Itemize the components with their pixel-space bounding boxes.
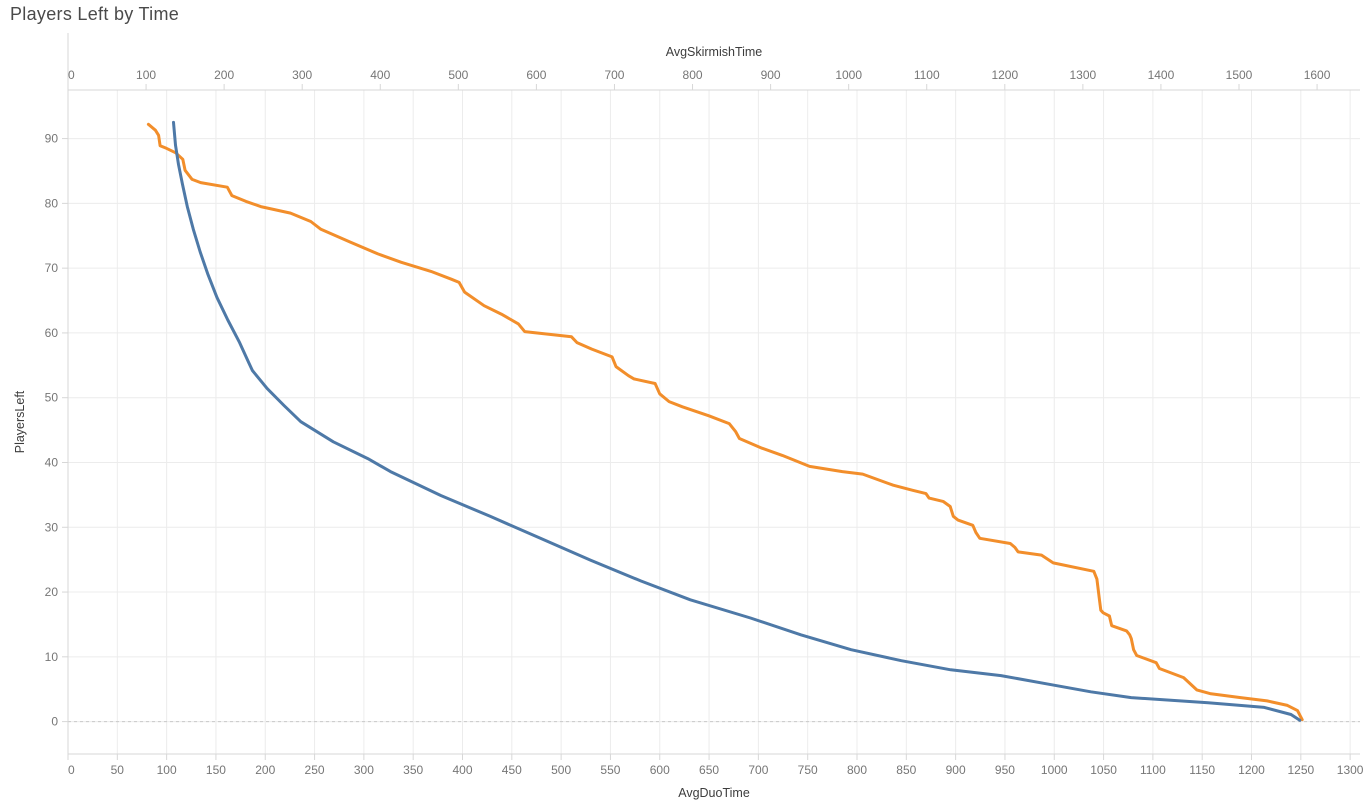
top-axis-tick-label: 1100	[914, 68, 940, 82]
bottom-axis-tick-label: 1300	[1337, 763, 1364, 777]
bottom-axis-tick-label: 250	[305, 763, 325, 777]
chart-title: Players Left by Time	[10, 4, 180, 24]
y-axis-tick-label: 20	[45, 585, 59, 599]
top-axis-tick-label: 700	[604, 68, 624, 82]
bottom-axis-tick-label: 400	[452, 763, 472, 777]
top-axis-tick-label: 1600	[1304, 68, 1331, 82]
bottom-axis-tick-label: 1250	[1287, 763, 1314, 777]
bottom-axis-tick-label: 50	[111, 763, 125, 777]
y-axis-tick-label: 90	[45, 132, 59, 146]
y-axis-tick-label: 0	[51, 715, 58, 729]
bottom-axis-tick-label: 1150	[1189, 763, 1215, 777]
bottom-axis-tick-label: 900	[946, 763, 966, 777]
top-axis-tick-label: 900	[761, 68, 781, 82]
bottom-axis-tick-label: 1000	[1041, 763, 1068, 777]
top-axis-tick-label: 200	[214, 68, 234, 82]
top-axis-tick-label: 100	[136, 68, 156, 82]
y-axis-tick-label: 50	[45, 391, 59, 405]
bottom-axis-tick-label: 650	[699, 763, 719, 777]
bottom-axis-tick-label: 300	[354, 763, 374, 777]
bottom-axis-tick-label: 750	[798, 763, 818, 777]
bottom-axis-tick-label: 0	[68, 763, 75, 777]
top-axis-tick-label: 1500	[1226, 68, 1253, 82]
bottom-axis-tick-label: 550	[600, 763, 620, 777]
bottom-axis-tick-label: 1100	[1140, 763, 1166, 777]
bottom-axis-tick-label: 950	[995, 763, 1015, 777]
bottom-axis-tick-label: 350	[403, 763, 423, 777]
top-axis-tick-label: 500	[448, 68, 468, 82]
bottom-axis-tick-label: 150	[206, 763, 226, 777]
y-axis-tick-label: 10	[45, 650, 59, 664]
bottom-axis-tick-label: 450	[502, 763, 522, 777]
bottom-axis-tick-label: 850	[896, 763, 916, 777]
y-axis-tick-label: 70	[45, 261, 59, 275]
bottom-axis-tick-label: 700	[748, 763, 768, 777]
bottom-axis-title: AvgDuoTime	[678, 786, 750, 800]
skirmish-series-line[interactable]	[146, 122, 1304, 722]
top-axis-tick-label: 0	[68, 68, 75, 82]
top-axis-tick-label: 400	[370, 68, 390, 82]
top-axis-tick-label: 800	[683, 68, 703, 82]
y-axis-tick-label: 60	[45, 326, 59, 340]
y-axis-tick-label: 40	[45, 455, 59, 469]
bottom-axis-tick-label: 1050	[1090, 763, 1117, 777]
top-axis-tick-label: 1300	[1070, 68, 1097, 82]
top-axis-tick-label: 1200	[991, 68, 1018, 82]
top-axis-tick-label: 600	[526, 68, 546, 82]
y-axis-tick-label: 30	[45, 520, 59, 534]
bottom-axis-tick-label: 600	[650, 763, 670, 777]
bottom-axis-tick-label: 500	[551, 763, 571, 777]
bottom-axis-tick-label: 200	[255, 763, 275, 777]
top-axis-title: AvgSkirmishTime	[665, 45, 763, 59]
bottom-axis-tick-label: 100	[157, 763, 177, 777]
bottom-axis-tick-label: 1200	[1238, 763, 1265, 777]
top-axis-tick-label: 1000	[835, 68, 862, 82]
top-axis-tick-label: 1400	[1148, 68, 1175, 82]
y-axis-tick-label: 80	[45, 196, 59, 210]
duo-series-line[interactable]	[172, 120, 1302, 722]
bottom-axis-tick-label: 800	[847, 763, 867, 777]
top-axis-tick-label: 300	[292, 68, 312, 82]
